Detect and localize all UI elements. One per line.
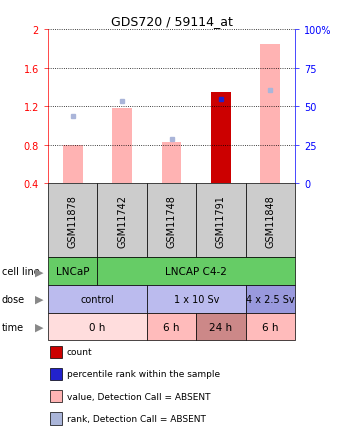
- Bar: [196, 184, 246, 258]
- Text: cell line: cell line: [2, 266, 39, 276]
- Text: count: count: [67, 347, 92, 356]
- Text: ▶: ▶: [35, 266, 44, 276]
- Text: 4 x 2.5 Sv: 4 x 2.5 Sv: [246, 294, 295, 304]
- Text: 6 h: 6 h: [163, 322, 180, 332]
- Bar: [246, 313, 295, 341]
- Bar: [246, 286, 295, 313]
- Text: 1 x 10 Sv: 1 x 10 Sv: [174, 294, 219, 304]
- Bar: [50, 368, 62, 380]
- Bar: [147, 286, 246, 313]
- Bar: [50, 412, 62, 424]
- Text: dose: dose: [2, 294, 25, 304]
- Text: GSM11742: GSM11742: [117, 194, 127, 247]
- Bar: [246, 184, 295, 258]
- Bar: [63, 145, 83, 184]
- Bar: [97, 258, 295, 286]
- Bar: [162, 142, 181, 184]
- Bar: [97, 184, 147, 258]
- Bar: [50, 390, 62, 402]
- Text: rank, Detection Call = ABSENT: rank, Detection Call = ABSENT: [67, 414, 205, 423]
- Text: LNCaP: LNCaP: [56, 266, 90, 276]
- Bar: [147, 184, 196, 258]
- Text: 24 h: 24 h: [209, 322, 233, 332]
- Text: percentile rank within the sample: percentile rank within the sample: [67, 370, 220, 378]
- Text: value, Detection Call = ABSENT: value, Detection Call = ABSENT: [67, 392, 210, 401]
- Bar: [112, 109, 132, 184]
- Text: 6 h: 6 h: [262, 322, 279, 332]
- Bar: [211, 92, 231, 184]
- Text: GSM11848: GSM11848: [265, 194, 275, 247]
- Text: GSM11878: GSM11878: [68, 194, 78, 247]
- Text: ▶: ▶: [35, 322, 44, 332]
- Bar: [48, 313, 147, 341]
- Text: 0 h: 0 h: [89, 322, 106, 332]
- Bar: [147, 313, 196, 341]
- Text: GSM11748: GSM11748: [166, 194, 177, 247]
- Bar: [50, 346, 62, 358]
- Text: GSM11791: GSM11791: [216, 194, 226, 247]
- Text: GDS720 / 59114_at: GDS720 / 59114_at: [110, 15, 233, 28]
- Text: ▶: ▶: [35, 294, 44, 304]
- Bar: [48, 184, 97, 258]
- Text: control: control: [81, 294, 114, 304]
- Bar: [48, 286, 147, 313]
- Bar: [196, 313, 246, 341]
- Bar: [48, 258, 97, 286]
- Text: LNCAP C4-2: LNCAP C4-2: [165, 266, 227, 276]
- Text: time: time: [2, 322, 24, 332]
- Bar: [260, 45, 280, 184]
